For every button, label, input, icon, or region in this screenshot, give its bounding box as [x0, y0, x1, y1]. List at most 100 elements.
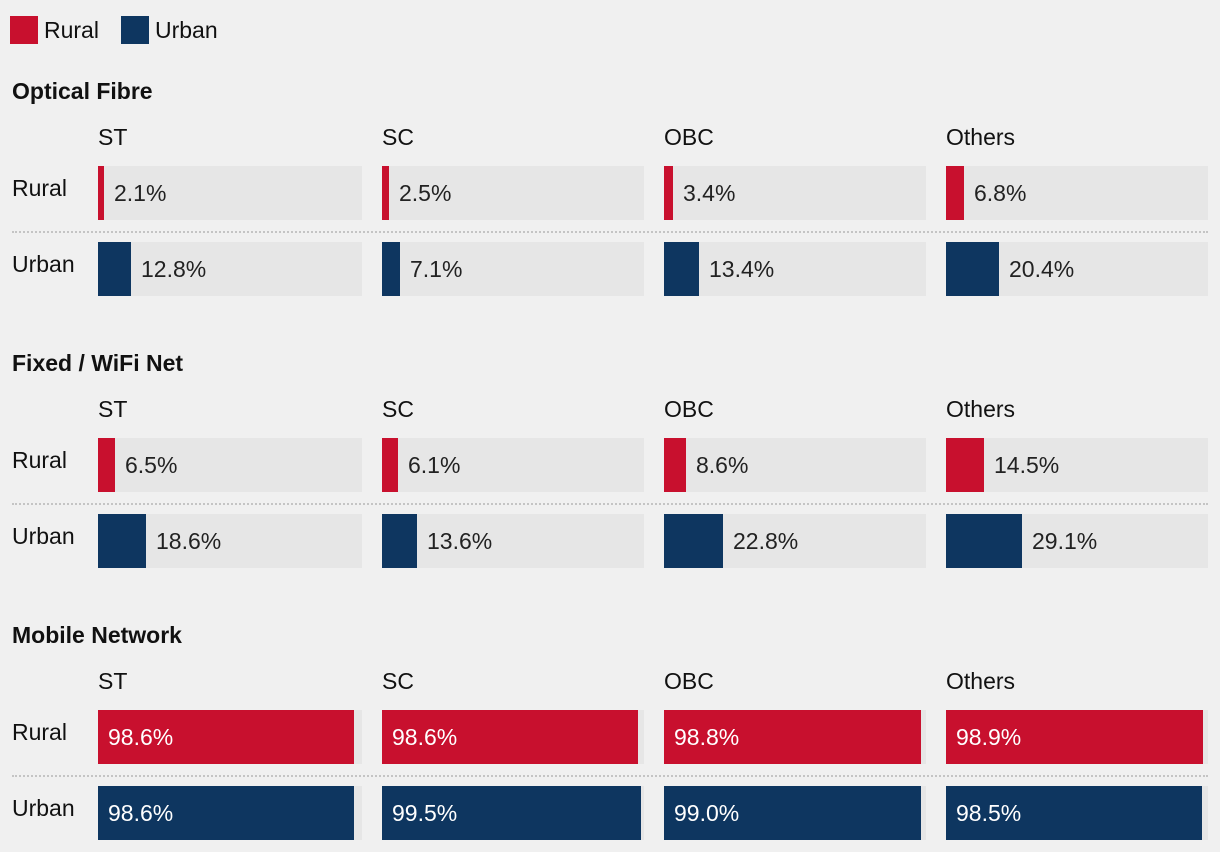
panel-title: Fixed / WiFi Net: [12, 350, 184, 376]
bar: [664, 710, 921, 764]
row-divider: [12, 231, 1208, 233]
bar-track: 98.6%: [98, 710, 362, 764]
category-label: SC: [382, 668, 414, 694]
bar-track: 12.8%: [98, 242, 362, 296]
bar-track: 6.1%: [382, 438, 644, 492]
bar-track: 7.1%: [382, 242, 644, 296]
bar-track: 20.4%: [946, 242, 1208, 296]
data-label: 98.9%: [956, 724, 1022, 750]
bar: [382, 438, 398, 492]
bar-track: 6.8%: [946, 166, 1208, 220]
bar: [946, 786, 1202, 840]
data-label: 7.1%: [410, 256, 463, 282]
bar-track: 99.5%: [382, 786, 644, 840]
bar: [98, 438, 115, 492]
bar: [664, 242, 699, 296]
data-label: 14.5%: [994, 452, 1060, 478]
data-label: 98.5%: [956, 800, 1022, 826]
data-label: 2.1%: [114, 180, 167, 206]
data-label: 6.1%: [408, 452, 461, 478]
bar-track: 29.1%: [946, 514, 1208, 568]
bar: [664, 166, 673, 220]
bar: [382, 514, 417, 568]
chart-panel: Mobile Network ST SC OBC Others Rural 98.6% 98.…: [0, 622, 1220, 852]
chart-panel: Fixed / WiFi Net ST SC OBC Others Rural 6.5% 6.…: [0, 350, 1220, 580]
bar-track: 6.5%: [98, 438, 362, 492]
panel-title: Optical Fibre: [12, 78, 153, 104]
bar: [946, 438, 984, 492]
category-label: SC: [382, 396, 414, 422]
bar-track: 8.6%: [664, 438, 926, 492]
panel-title: Mobile Network: [12, 622, 182, 648]
data-label: 98.8%: [674, 724, 740, 750]
data-label: 99.0%: [674, 800, 740, 826]
row-label: Urban: [12, 795, 75, 821]
category-label: Others: [946, 668, 1016, 694]
category-label: Others: [946, 124, 1016, 150]
data-label: 98.6%: [392, 724, 458, 750]
row-divider: [12, 503, 1208, 505]
bar-track: 98.6%: [98, 786, 362, 840]
data-label: 29.1%: [1032, 528, 1098, 554]
category-label: OBC: [664, 124, 714, 150]
category-label: SC: [382, 124, 414, 150]
category-label: OBC: [664, 668, 714, 694]
data-label: 2.5%: [399, 180, 452, 206]
legend-swatch-rural: [10, 16, 38, 44]
category-label: ST: [98, 124, 128, 150]
bar-track: 18.6%: [98, 514, 362, 568]
legend-item-rural: Rural: [10, 16, 99, 44]
row-label: Urban: [12, 523, 75, 549]
row-label: Rural: [12, 719, 67, 745]
bar-track: 98.5%: [946, 786, 1208, 840]
category-label: ST: [98, 668, 128, 694]
bar-track: 13.4%: [664, 242, 926, 296]
bar: [946, 514, 1022, 568]
category-label: ST: [98, 396, 128, 422]
data-label: 98.6%: [108, 800, 174, 826]
bar-track: 98.8%: [664, 710, 926, 764]
data-label: 98.6%: [108, 724, 174, 750]
data-label: 13.6%: [427, 528, 493, 554]
legend-swatch-urban: [120, 16, 149, 44]
data-label: 12.8%: [141, 256, 207, 282]
data-label: 18.6%: [156, 528, 222, 554]
row-divider: [12, 775, 1208, 777]
bar: [664, 786, 921, 840]
bar: [98, 514, 146, 568]
row-label: Rural: [12, 175, 67, 201]
data-label: 8.6%: [696, 452, 749, 478]
bar: [98, 242, 131, 296]
bar-track: 14.5%: [946, 438, 1208, 492]
data-label: 20.4%: [1009, 256, 1075, 282]
data-label: 13.4%: [709, 256, 775, 282]
bar: [382, 786, 641, 840]
data-label: 22.8%: [733, 528, 799, 554]
bar-track: 98.6%: [382, 710, 644, 764]
bar: [98, 710, 354, 764]
data-label: 99.5%: [392, 800, 458, 826]
bar-track: 22.8%: [664, 514, 926, 568]
bar: [946, 242, 999, 296]
bar: [98, 166, 104, 220]
bar: [946, 166, 964, 220]
bar: [98, 786, 354, 840]
row-label: Rural: [12, 447, 67, 473]
category-label: OBC: [664, 396, 714, 422]
bar: [382, 242, 400, 296]
chart-panel: Optical Fibre ST SC OBC Others Rural 2.1% 2.5% 3…: [0, 78, 1220, 308]
legend-label-urban: Urban: [154, 16, 218, 43]
bar: [382, 166, 389, 220]
bar-track: 99.0%: [664, 786, 926, 840]
bar: [382, 710, 638, 764]
bar-track: 2.5%: [382, 166, 644, 220]
bar-track: 2.1%: [98, 166, 362, 220]
legend-label-rural: Rural: [44, 16, 99, 43]
legend-item-urban: Urban: [120, 16, 218, 44]
legend: Rural Urban: [10, 16, 240, 44]
bar: [664, 438, 686, 492]
bar-track: 13.6%: [382, 514, 644, 568]
bar-track: 98.9%: [946, 710, 1208, 764]
data-label: 6.5%: [125, 452, 178, 478]
data-label: 3.4%: [683, 180, 736, 206]
